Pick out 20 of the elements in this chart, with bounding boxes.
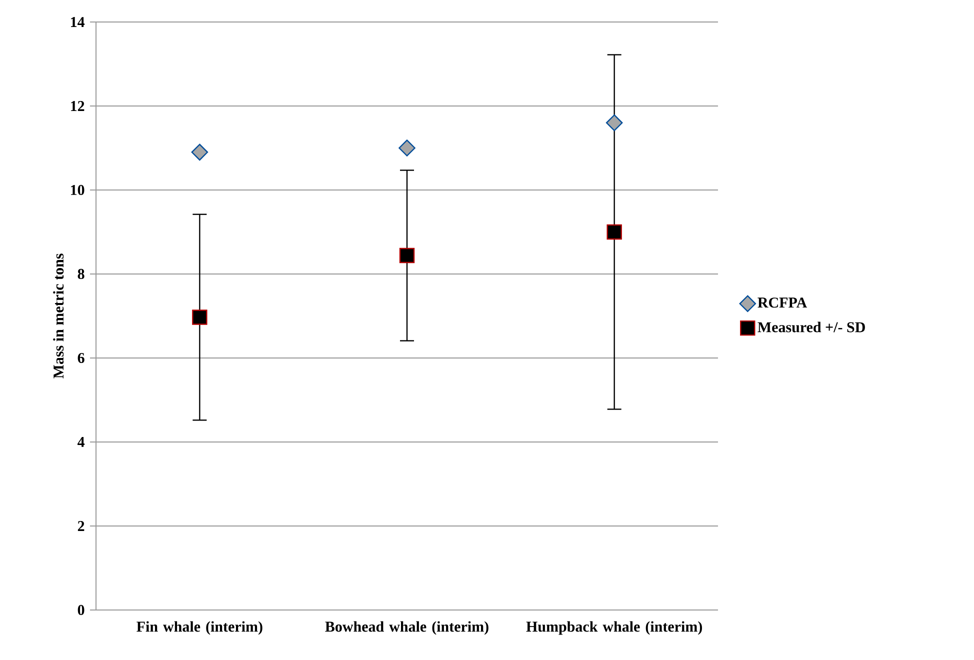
y-tick-label: 10 <box>71 184 84 196</box>
point <box>399 248 415 264</box>
point <box>606 114 623 132</box>
y-tick-label: 2 <box>78 521 84 531</box>
y-tick-label: 8 <box>78 268 84 280</box>
y-tick-label: 4 <box>78 437 85 447</box>
y-tick-label: 12 <box>71 101 84 111</box>
x-tick-label: Bowhead whale (interim) <box>325 621 488 635</box>
y-tick-label: 6 <box>78 352 84 364</box>
y-tick-label: 14 <box>71 17 85 27</box>
x-tick-label: Fin whale (interim) <box>136 621 262 635</box>
legend-label: Measured +/- SD <box>758 322 865 332</box>
legend-label: RCFPA <box>758 298 808 308</box>
y-tick-label: 0 <box>78 604 84 616</box>
point <box>606 224 622 240</box>
point <box>398 140 416 156</box>
point <box>191 144 208 161</box>
point <box>192 310 208 325</box>
y-axis-title: Mass in metric tons <box>53 254 64 378</box>
x-tick-label: Humpback whale (interim) <box>526 621 702 635</box>
